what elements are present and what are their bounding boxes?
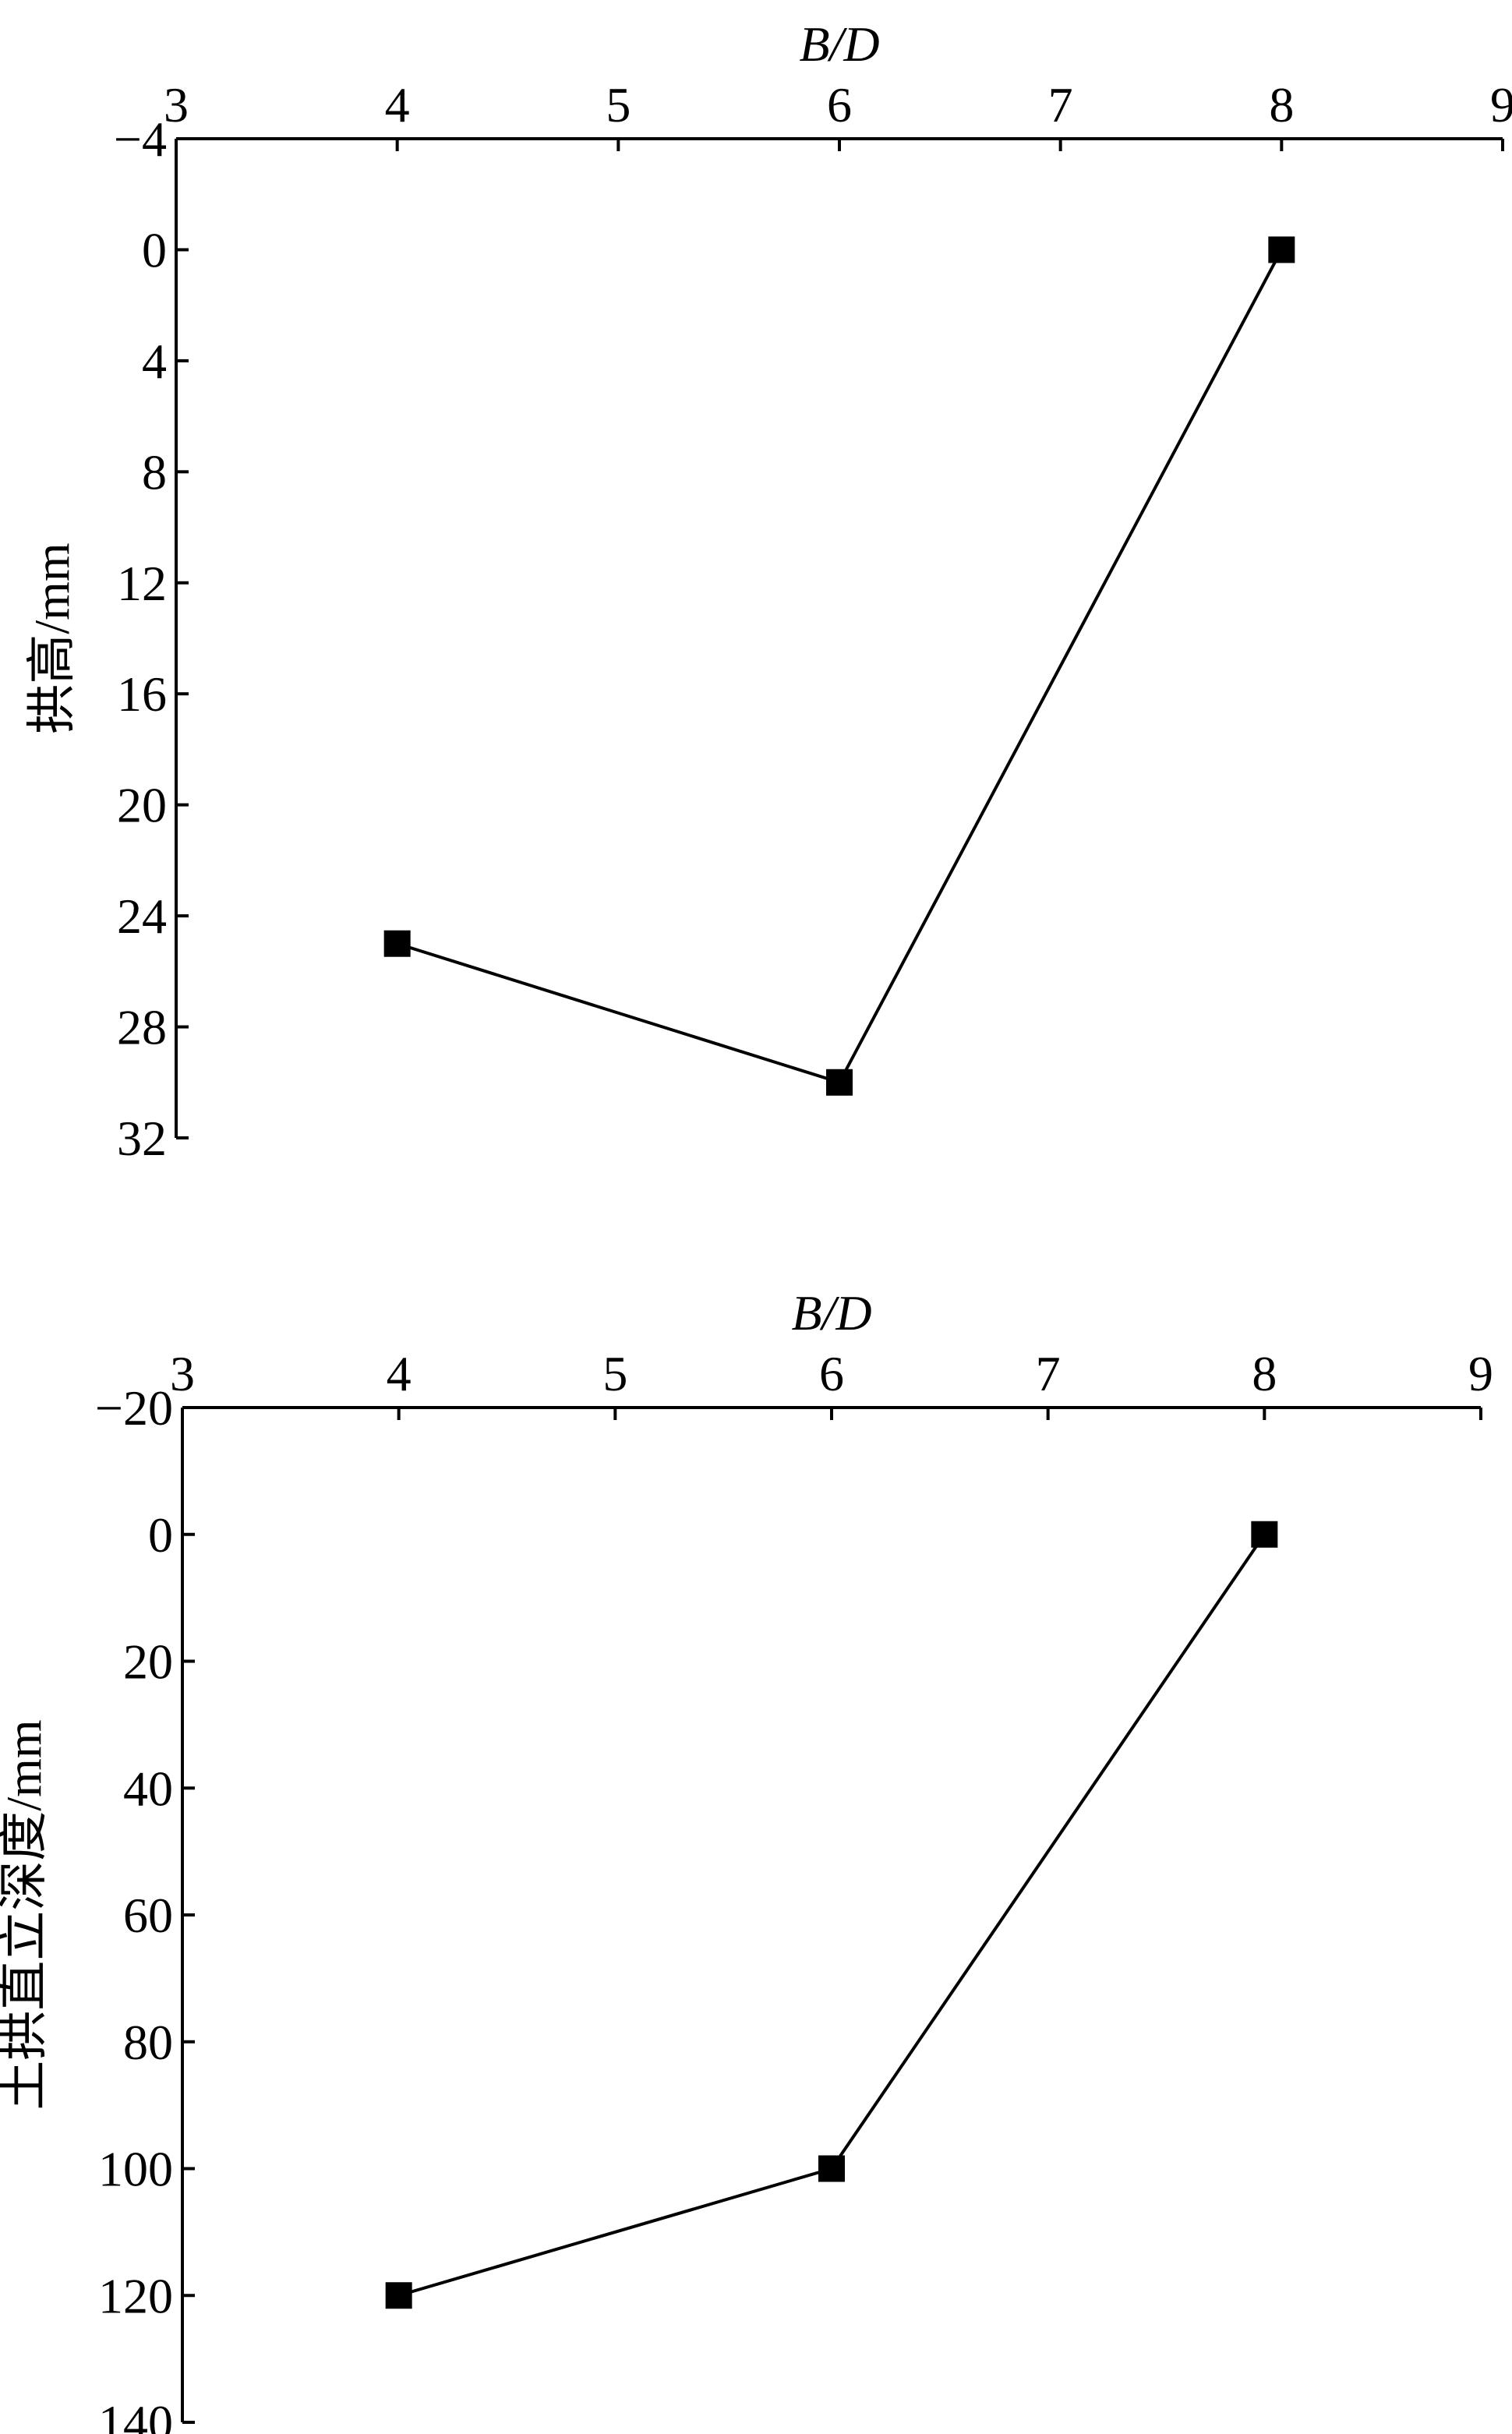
chart-vertical-arch-depth: B/D 土拱直立深度/mm 3 4 5 6 7 8 9 −20 0 20 40 60 80 100 120 1…	[0, 1285, 1493, 2434]
x-tick-label: 7	[1048, 77, 1073, 132]
y-tick-label: 120	[98, 2268, 173, 2323]
y-tick-label: −4	[114, 111, 167, 167]
y-tick-label: 24	[117, 888, 167, 944]
y-tick-label: 0	[148, 1507, 173, 1563]
x-tick-label: 3	[164, 77, 189, 132]
x-tick-label: 6	[819, 1346, 844, 1401]
y-tick-label: 100	[98, 2142, 173, 2197]
x-tick-label: 5	[606, 77, 631, 132]
y-tick-label: 16	[117, 666, 167, 722]
x-tick-label: 7	[1036, 1346, 1061, 1401]
x-axis-title: B/D	[799, 16, 879, 72]
series-line	[397, 249, 1284, 1085]
data-point-marker	[818, 2155, 845, 2182]
y-axis-title: 土拱直立深度/mm	[0, 1719, 51, 2110]
x-tick-label: 8	[1269, 77, 1294, 132]
x-tick-label: 9	[1468, 1346, 1493, 1401]
chart-arch-height: B/D 拱高/mm 3 4 5 6 7 8 9 −4 0 4 8 12 16 20 24 28 32	[24, 16, 1512, 1166]
y-tick-label: 32	[117, 1111, 167, 1166]
x-tick-label: 4	[385, 77, 410, 132]
x-tick-label: 9	[1490, 77, 1512, 132]
y-tick-label: 20	[117, 778, 167, 833]
data-point-marker	[1251, 1521, 1278, 1548]
data-point-marker	[383, 930, 411, 957]
data-point-marker	[385, 2282, 412, 2309]
data-point-marker	[1268, 236, 1295, 263]
y-tick-label: 12	[117, 556, 167, 611]
y-tick-label: 60	[123, 1888, 173, 1943]
y-tick-label: 20	[123, 1634, 173, 1690]
y-tick-label: 0	[142, 222, 167, 277]
y-tick-label: −20	[95, 1380, 173, 1436]
y-tick-label: 140	[98, 2395, 173, 2434]
y-tick-label: 28	[117, 1000, 167, 1055]
data-point-marker	[826, 1069, 853, 1096]
x-tick-label: 5	[602, 1346, 627, 1401]
y-axis-title: 拱高/mm	[24, 542, 79, 733]
y-tick-label: 8	[142, 444, 167, 500]
x-tick-label: 8	[1252, 1346, 1277, 1401]
y-tick-label: 80	[123, 2015, 173, 2070]
x-tick-label: 4	[387, 1346, 412, 1401]
y-tick-label: 4	[142, 334, 167, 389]
y-tick-label: 40	[123, 1761, 173, 1816]
x-tick-label: 6	[827, 77, 852, 132]
x-tick-label: 3	[170, 1346, 195, 1401]
x-axis-title: B/D	[791, 1285, 871, 1341]
